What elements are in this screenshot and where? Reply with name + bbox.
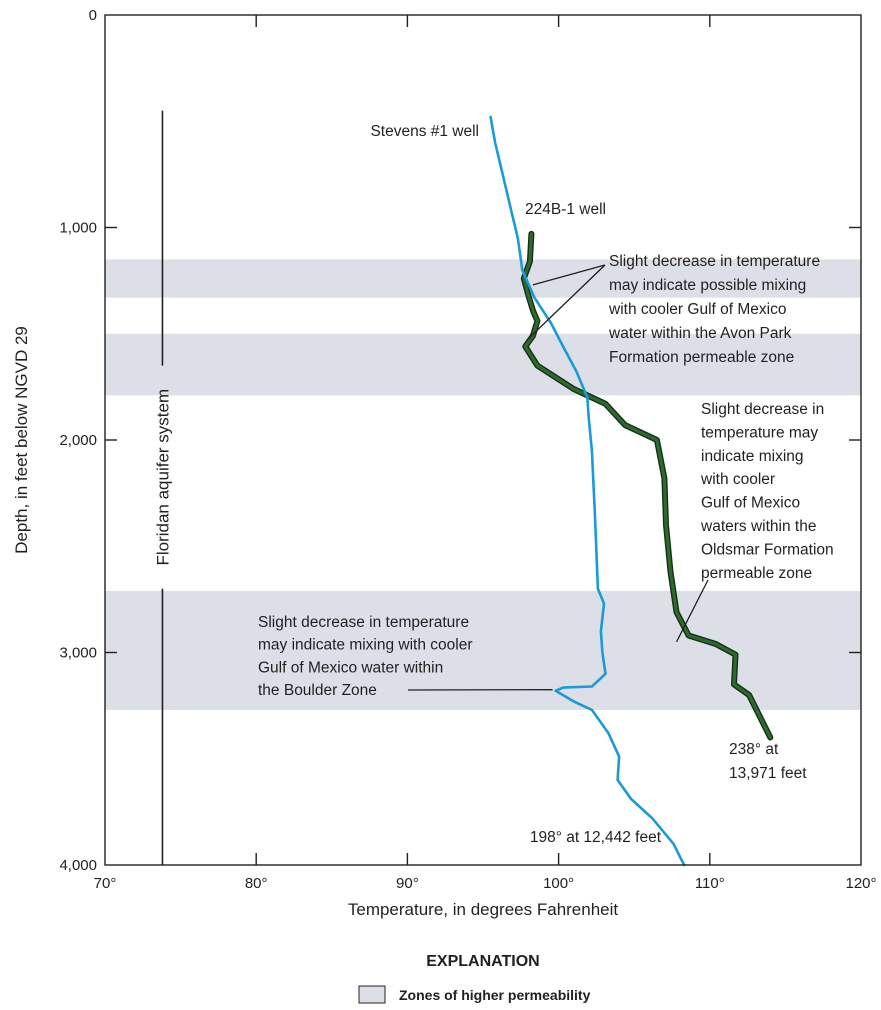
annotation-oldsmar-line-2: temperature may — [701, 424, 818, 441]
stevens-series-label: Stevens #1 well — [370, 123, 479, 140]
annotation-avon-park-line-5: Formation permeable zone — [609, 349, 794, 366]
x-tick-label-5: 120° — [845, 875, 876, 892]
annotation-oldsmar-line-1: Slight decrease in — [701, 401, 824, 418]
annotation-boulder-line-3: Gulf of Mexico water within — [258, 659, 443, 676]
y-tick-label-2: 2,000 — [59, 432, 97, 449]
x-tick-label-2: 90° — [396, 875, 419, 892]
y-tick-label-3: 3,000 — [59, 645, 97, 662]
annotation-oldsmar-line-7: Oldsmar Formation — [701, 541, 834, 558]
x-tick-label-1: 80° — [245, 875, 268, 892]
series-stevens-line — [491, 117, 684, 865]
annotation-oldsmar-line-5: Gulf of Mexico — [701, 495, 800, 512]
x-axis-title: Temperature, in degrees Fahrenheit — [348, 900, 619, 919]
annotation-oldsmar-line-3: indicate mixing — [701, 448, 804, 465]
annotation-stevens-end: 198° at 12,442 feet — [530, 829, 662, 846]
legend-swatch-zone — [359, 986, 385, 1003]
annotation-avon-park-line-1: Slight decrease in temperature — [609, 253, 820, 270]
x-tick-label-3: 100° — [543, 875, 574, 892]
y-tick-label-1: 1,000 — [59, 220, 97, 237]
legend-label-zone: Zones of higher permeability — [399, 987, 591, 1003]
annotation-oldsmar-line-4: with cooler — [700, 471, 775, 488]
x-tick-label-4: 110° — [695, 875, 725, 892]
annotation-boulder-line-2: may indicate mixing with cooler — [258, 637, 473, 654]
annotation-avon-park-line-2: may indicate possible mixing — [609, 277, 806, 294]
annotation-224b1-end-line-1: 238° at — [729, 741, 779, 758]
well224-series-label: 224B-1 well — [525, 201, 606, 218]
y-tick-label-0: 0 — [89, 7, 97, 24]
legend-title: EXPLANATION — [426, 953, 539, 970]
annotation-224b1-end-line-2: 13,971 feet — [729, 765, 807, 782]
aquifer-label: Floridan aquifer system — [153, 389, 172, 566]
y-axis-title: Depth, in feet below NGVD 29 — [12, 326, 31, 554]
annotation-boulder-line-4: the Boulder Zone — [258, 682, 377, 699]
x-tick-label-0: 70° — [94, 875, 117, 892]
annotation-avon-park-line-4: water within the Avon Park — [608, 325, 792, 342]
annotation-oldsmar-line-8: permeable zone — [701, 565, 812, 582]
annotation-boulder-line-1: Slight decrease in temperature — [258, 614, 469, 631]
annotation-oldsmar-line-6: waters within the — [700, 518, 816, 535]
annotation-avon-park-line-3: with cooler Gulf of Mexico — [608, 301, 786, 318]
y-tick-label-4: 4,000 — [59, 857, 97, 874]
